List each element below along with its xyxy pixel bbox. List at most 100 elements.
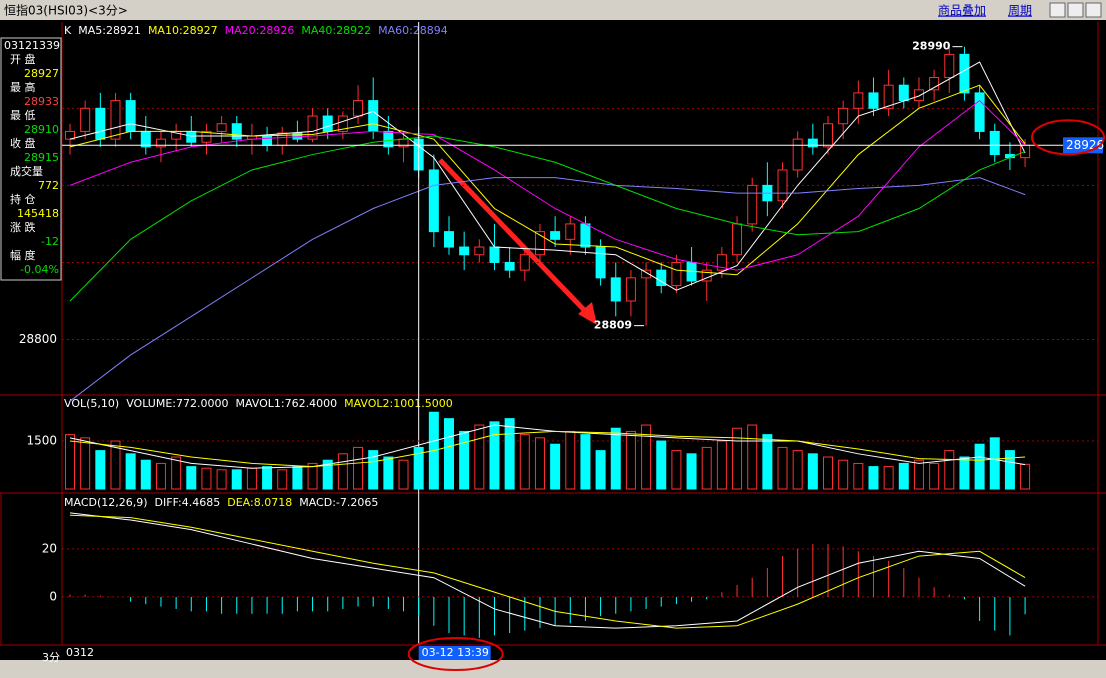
volume-bar xyxy=(929,462,940,490)
info-label: 涨 跌 xyxy=(10,220,36,234)
info-label: 最 高 xyxy=(10,80,36,94)
info-value: 28927 xyxy=(24,67,59,80)
candle-body xyxy=(898,84,909,102)
info-label: 收 盘 xyxy=(10,136,36,150)
legend-item: VOL(5,10) xyxy=(64,397,119,410)
candle-body xyxy=(944,53,955,78)
info-time: 03121339 xyxy=(4,39,60,52)
volume-bar xyxy=(307,462,318,490)
info-label: 开 盘 xyxy=(10,52,36,66)
candle-body xyxy=(428,169,439,233)
volume-bar xyxy=(550,443,561,490)
info-value: 28933 xyxy=(24,95,59,108)
volume-bar xyxy=(1004,450,1015,490)
candle-body xyxy=(595,246,606,279)
indicator-line xyxy=(69,512,1026,629)
volume-bar xyxy=(762,434,773,490)
volume-bar xyxy=(580,434,591,490)
candle-body xyxy=(125,100,136,132)
candle-body xyxy=(732,223,743,256)
candle-body xyxy=(625,277,636,302)
candle-body xyxy=(459,246,470,256)
y-tick-label: 20 xyxy=(42,541,57,555)
volume-bar xyxy=(823,456,833,490)
candle-body xyxy=(610,277,621,302)
info-label: 幅 度 xyxy=(10,248,36,262)
candle-body xyxy=(565,223,576,240)
volume-bar xyxy=(838,459,849,490)
low-marker-label: 28809 xyxy=(594,319,632,332)
candle-body xyxy=(671,261,682,287)
info-panel xyxy=(0,37,62,281)
volume-bar xyxy=(625,430,636,490)
info-value: -0.04% xyxy=(20,263,59,276)
candle-body xyxy=(913,89,924,102)
indicator-line xyxy=(69,514,1026,629)
overlay-link[interactable]: 商品叠加 xyxy=(938,3,986,18)
candle-body xyxy=(337,115,348,132)
candle-body xyxy=(474,246,485,256)
info-value: 772 xyxy=(38,179,59,192)
indicator-line xyxy=(69,430,1026,468)
candle-body xyxy=(444,231,454,248)
candle-body xyxy=(883,84,894,109)
candle-body xyxy=(383,130,394,148)
candle-body xyxy=(231,123,242,140)
candle-body xyxy=(534,231,545,256)
volume-bar xyxy=(519,434,530,490)
volume-bar xyxy=(368,450,379,490)
y-tick-label: 28800 xyxy=(19,332,57,346)
legend-item: VOLUME:772.0000 xyxy=(126,397,228,410)
volume-bar xyxy=(868,466,879,490)
candle-body xyxy=(747,184,758,225)
volume-bar xyxy=(777,446,788,490)
volume-bar xyxy=(595,450,606,490)
legend-item: MA60:28894 xyxy=(378,24,448,37)
volume-bar xyxy=(337,453,348,490)
volume-bar xyxy=(732,427,743,490)
candle-body xyxy=(974,92,985,132)
legend-item: MACD:-7.2065 xyxy=(299,496,378,509)
volume-bar xyxy=(353,446,364,490)
volume-bar xyxy=(489,421,500,490)
period-link[interactable]: 周期 xyxy=(1008,4,1032,18)
candle-body xyxy=(322,115,333,132)
volume-bar xyxy=(807,453,818,490)
status-bar xyxy=(0,660,1106,678)
volume-bar xyxy=(292,466,303,490)
legend-item: MA10:28927 xyxy=(148,24,218,37)
volume-bar xyxy=(444,418,454,490)
info-label: 成交量 xyxy=(10,164,43,178)
volume-bar xyxy=(474,424,485,490)
info-value: 28910 xyxy=(24,123,59,136)
volume-bar xyxy=(747,424,758,490)
volume-bar xyxy=(913,459,924,490)
y-tick-label: 0 xyxy=(49,589,57,603)
panel-borders xyxy=(0,22,1106,646)
candle-body xyxy=(216,123,227,132)
candle-body xyxy=(292,132,303,140)
nav-buttons[interactable] xyxy=(1049,2,1102,18)
candle-body xyxy=(307,115,318,140)
candle-body xyxy=(989,130,1000,156)
volume-bar xyxy=(898,462,909,490)
legend-item: MA40:28922 xyxy=(301,24,371,37)
info-label: 最 低 xyxy=(10,109,36,122)
candle-body xyxy=(155,138,166,148)
volume-bar xyxy=(944,450,955,490)
info-label: 持 仓 xyxy=(10,192,36,206)
volume-bar xyxy=(80,437,91,490)
footer-date: 0312 xyxy=(66,646,94,659)
volume-bar xyxy=(231,469,242,490)
volume-bar xyxy=(277,469,288,490)
price-tag: 28926 xyxy=(1066,138,1104,152)
high-marker-label: 28990 xyxy=(912,40,951,53)
volume-bar xyxy=(883,466,894,490)
legend-item: MA20:28926 xyxy=(225,24,295,37)
candle-body xyxy=(186,130,197,143)
volume-bar xyxy=(459,430,470,490)
time-tag: 03-12 13:39 xyxy=(422,646,489,659)
candle-body xyxy=(656,269,667,287)
candle-body xyxy=(807,138,818,148)
